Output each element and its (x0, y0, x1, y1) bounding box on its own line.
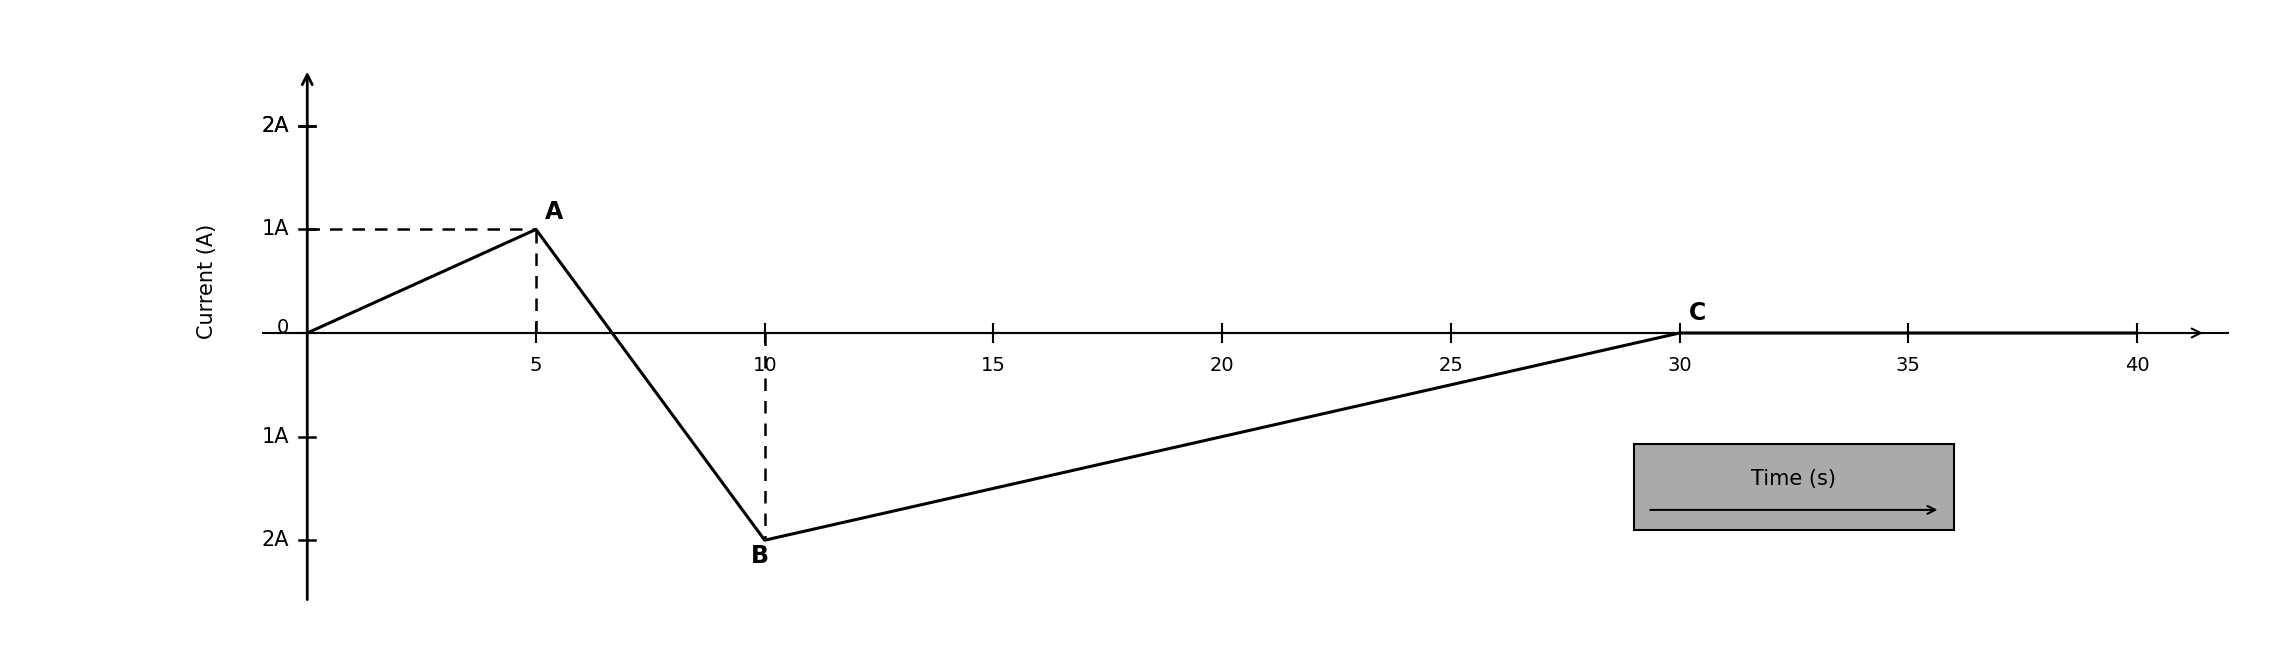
Text: 0: 0 (277, 318, 289, 337)
Text: Time (s): Time (s) (1751, 469, 1837, 489)
Text: 2A: 2A (262, 116, 289, 136)
Text: 35: 35 (1897, 356, 1922, 375)
Text: 30: 30 (1667, 356, 1692, 375)
Text: C: C (1690, 300, 1706, 324)
Text: 1A: 1A (262, 219, 289, 239)
FancyBboxPatch shape (1633, 444, 1953, 530)
Text: 25: 25 (1439, 356, 1462, 375)
Text: Current (A): Current (A) (196, 224, 216, 339)
Text: 1A: 1A (262, 427, 289, 447)
Text: 15: 15 (980, 356, 1005, 375)
Text: 2A: 2A (262, 116, 289, 136)
Text: 40: 40 (2124, 356, 2149, 375)
Text: 20: 20 (1210, 356, 1235, 375)
Text: A: A (546, 200, 564, 224)
Text: 10: 10 (753, 356, 778, 375)
Text: B: B (750, 544, 769, 568)
Text: 5: 5 (530, 356, 541, 375)
Text: 2A: 2A (262, 530, 289, 550)
